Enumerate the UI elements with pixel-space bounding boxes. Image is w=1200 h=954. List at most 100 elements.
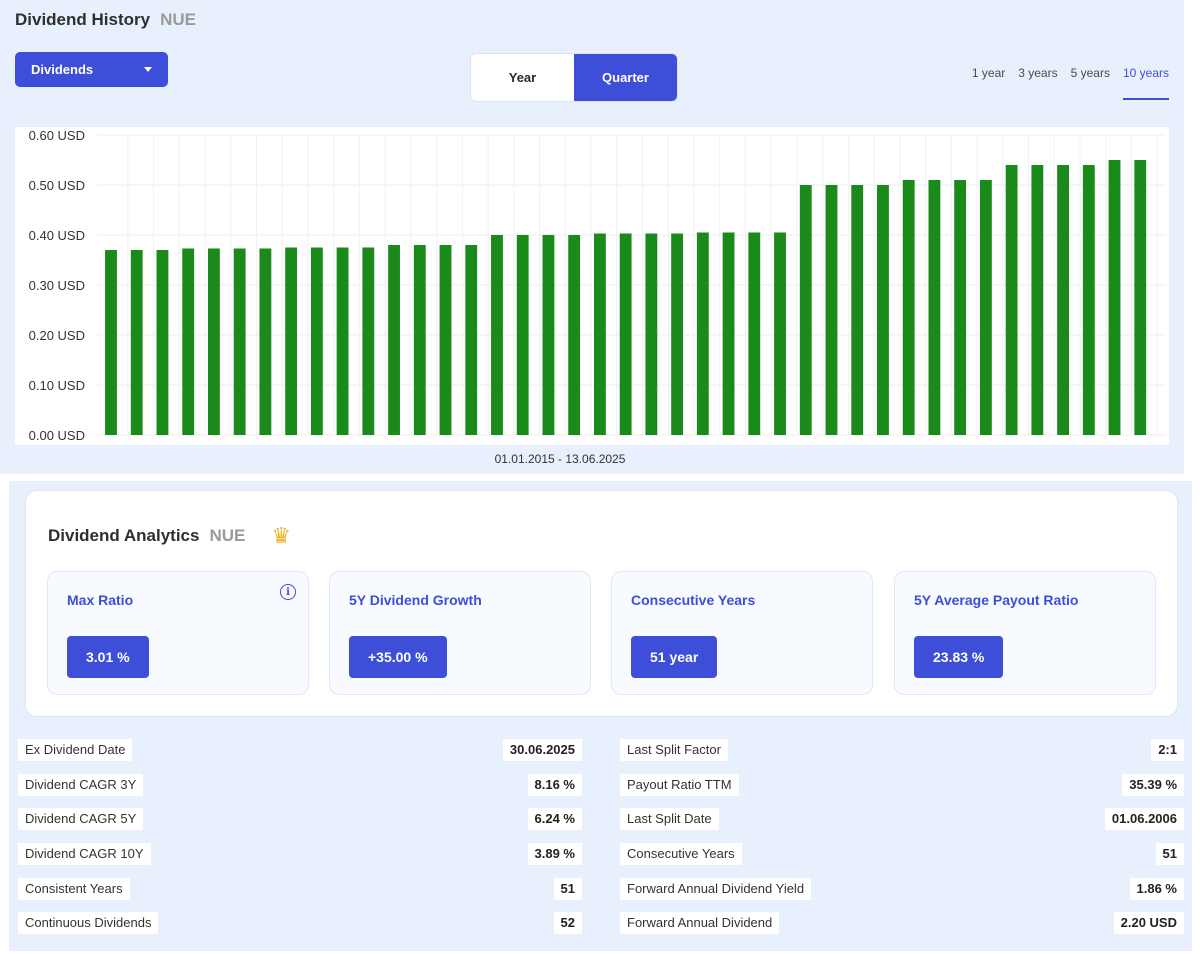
dividend-bar[interactable] (825, 185, 838, 435)
card-value: 23.83 % (914, 636, 1004, 678)
dividend-bar[interactable] (259, 248, 272, 436)
dropdown-label: Dividends (31, 62, 94, 77)
card-value: +35.00 % (349, 636, 447, 678)
card-value: 3.01 % (67, 636, 149, 678)
range-10-years[interactable]: 10 years (1122, 66, 1169, 100)
dividend-bar[interactable] (465, 245, 478, 435)
dividend-bar[interactable] (877, 185, 889, 435)
stat-row: Dividend CAGR 3Y 8.16 % (18, 773, 582, 809)
stats-right-column: Last Split Factor 2:1 Payout Ratio TTM 35.… (620, 739, 1184, 947)
dividend-bar[interactable] (336, 247, 349, 436)
analytics-title-text: Dividend Analytics (48, 526, 200, 545)
range-selector: 1 year 3 years 5 years 10 years (972, 66, 1169, 100)
range-3-years[interactable]: 3 years (1018, 66, 1058, 80)
stat-value: 52 (553, 912, 582, 935)
stat-value: 01.06.2006 (1104, 808, 1184, 831)
dividend-analytics-card: Dividend Analytics NUE ♛ Max Ratio i 3.0… (25, 490, 1178, 717)
y-tick-label: 0.50 USD (29, 178, 85, 193)
dividend-bar[interactable] (233, 248, 246, 436)
dividend-bar[interactable] (105, 250, 117, 435)
stat-row: Consistent Years 51 (18, 877, 582, 913)
stat-value: 51 (553, 877, 582, 900)
dividend-bar[interactable] (310, 247, 323, 436)
dividend-bar[interactable] (619, 233, 632, 436)
analytics-title: Dividend Analytics NUE ♛ (48, 523, 291, 549)
toggle-quarter[interactable]: Quarter (574, 54, 677, 101)
dividend-bar[interactable] (388, 245, 400, 435)
chart-date-range: 01.01.2015 - 13.06.2025 (494, 452, 626, 466)
dividend-bar[interactable] (439, 245, 452, 435)
stat-key: Last Split Factor (620, 739, 728, 761)
stat-value: 2.20 USD (1113, 912, 1184, 935)
card-label: Max Ratio (67, 592, 134, 608)
stat-value: 30.06.2025 (502, 739, 582, 761)
stat-key: Forward Annual Dividend Yield (620, 877, 812, 900)
stat-key: Dividend CAGR 3Y (18, 773, 144, 796)
stats-left-column: Ex Dividend Date 30.06.2025 Dividend CAGR… (18, 739, 582, 947)
card-label: 5Y Average Payout Ratio (914, 592, 1079, 608)
stat-row: Forward Annual Dividend Yield 1.86 % (620, 877, 1184, 913)
title-ticker: NUE (160, 10, 196, 29)
dividend-bar[interactable] (748, 232, 761, 436)
dividend-bar[interactable] (1057, 165, 1069, 435)
card-label: Consecutive Years (631, 592, 756, 608)
dividend-bar[interactable] (516, 235, 529, 435)
stat-row: Ex Dividend Date 30.06.2025 (18, 739, 582, 774)
stat-row: Payout Ratio TTM 35.39 % (620, 773, 1184, 809)
dividend-bar[interactable] (774, 232, 786, 436)
dividend-bar[interactable] (645, 233, 658, 436)
title-text: Dividend History (15, 10, 151, 29)
dividend-bar[interactable] (593, 233, 606, 436)
dividend-bar[interactable] (954, 180, 967, 435)
info-icon[interactable]: i (280, 584, 296, 600)
range-1-year[interactable]: 1 year (971, 66, 1006, 80)
stat-row: Last Split Factor 2:1 (620, 739, 1184, 774)
dividend-bar[interactable] (1134, 160, 1147, 435)
dividend-bar[interactable] (722, 232, 735, 436)
stat-value: 8.16 % (527, 773, 582, 796)
dividend-bar[interactable] (979, 180, 992, 435)
stat-value: 51 (1155, 843, 1184, 866)
stat-value: 3.89 % (527, 843, 582, 866)
dividend-bar[interactable] (851, 185, 864, 435)
dividend-bar[interactable] (1082, 165, 1095, 435)
metric-dropdown[interactable]: Dividends (15, 52, 168, 87)
y-tick-label: 0.30 USD (29, 278, 85, 293)
dividend-bar[interactable] (413, 245, 426, 435)
page-title: Dividend History NUE (15, 10, 196, 30)
dividend-bar[interactable] (1005, 165, 1018, 435)
max-ratio-card: Max Ratio i 3.01 % (47, 571, 309, 695)
stat-value: 35.39 % (1122, 773, 1184, 796)
dividend-bar[interactable] (362, 247, 375, 436)
y-tick-label: 0.10 USD (29, 378, 85, 393)
stat-key: Continuous Dividends (18, 912, 159, 935)
stat-row: Continuous Dividends 52 (18, 912, 582, 947)
dividend-bar[interactable] (130, 250, 143, 435)
dividend-bar[interactable] (1108, 160, 1121, 435)
dividend-bar[interactable] (1031, 165, 1044, 435)
stat-row: Last Split Date 01.06.2006 (620, 808, 1184, 843)
dividend-bar[interactable] (182, 248, 195, 436)
range-5-years[interactable]: 5 years (1070, 66, 1110, 80)
toggle-year[interactable]: Year (508, 70, 537, 85)
dividend-bar[interactable] (799, 185, 812, 435)
dividend-bar[interactable] (542, 235, 555, 435)
dividend-growth-card: 5Y Dividend Growth +35.00 % (329, 571, 591, 695)
stat-value: 1.86 % (1129, 877, 1184, 900)
stat-row: Consecutive Years 51 (620, 843, 1184, 878)
dividend-bar[interactable] (156, 250, 169, 435)
dividend-bar[interactable] (208, 248, 220, 436)
card-value: 51 year (631, 636, 718, 678)
dividend-bar[interactable] (696, 232, 709, 436)
stat-key: Dividend CAGR 5Y (18, 808, 144, 831)
dividend-bar[interactable] (902, 180, 915, 435)
dividend-bar[interactable] (491, 235, 503, 435)
stat-key: Ex Dividend Date (18, 739, 133, 761)
dividend-bar[interactable] (568, 235, 581, 435)
dividend-bar[interactable] (671, 233, 684, 436)
dividend-bar-chart: 0.00 USD 0.10 USD 0.20 USD 0.30 USD 0.40 USD… (29, 128, 1166, 443)
card-label: 5Y Dividend Growth (349, 592, 482, 608)
dividend-bar[interactable] (285, 247, 298, 436)
stat-row: Dividend CAGR 10Y 3.89 % (18, 843, 582, 878)
dividend-bar[interactable] (928, 180, 941, 435)
